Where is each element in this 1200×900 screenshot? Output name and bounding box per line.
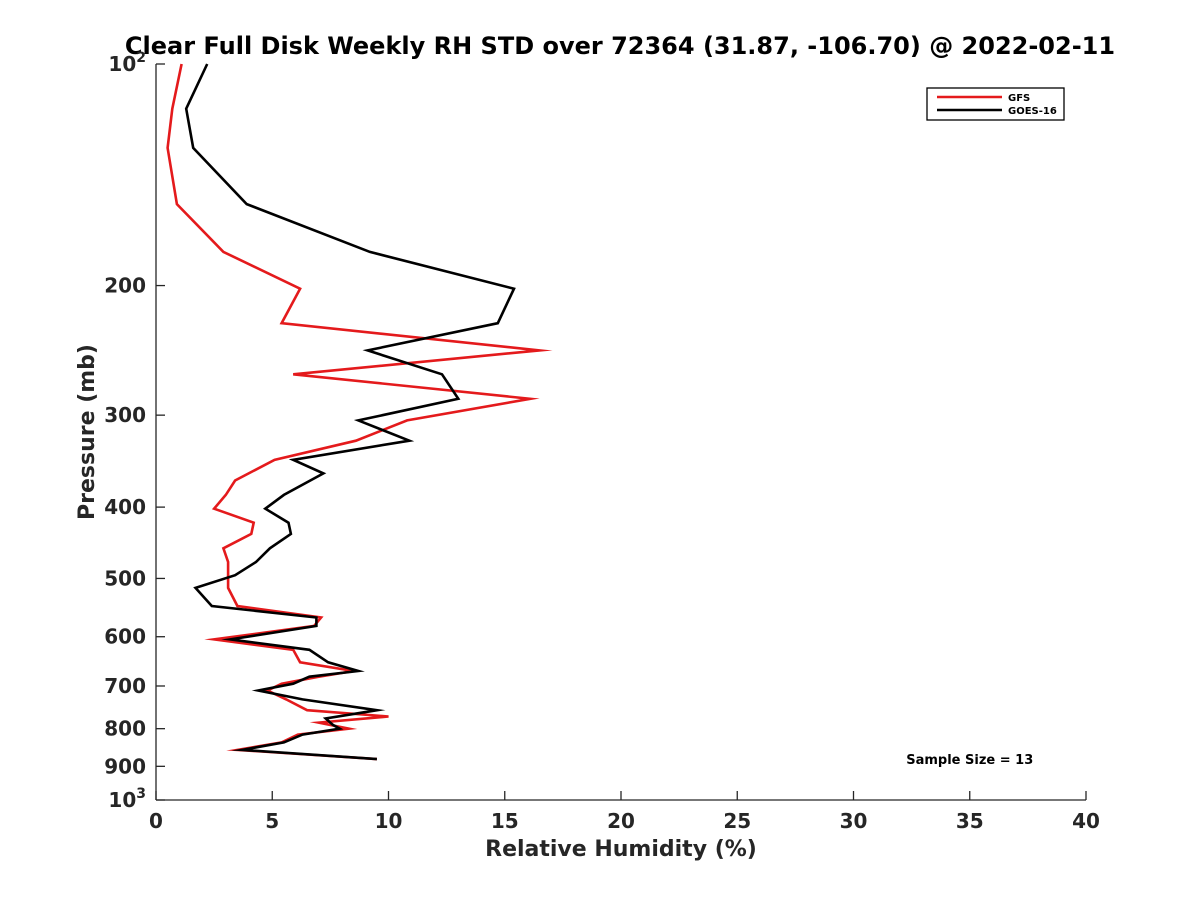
legend: GFS GOES-16 [926, 87, 1065, 121]
y-tick-label: 300 [104, 403, 146, 427]
y-tick-label: 200 [104, 274, 146, 298]
chart-title: Clear Full Disk Weekly RH STD over 72364… [125, 32, 1115, 60]
y-tick-label: 500 [104, 566, 146, 590]
y-tick-label: 102 [108, 50, 146, 76]
legend-label-goes16: GOES-16 [1008, 106, 1057, 117]
y-tick-label: 700 [104, 674, 146, 698]
x-tick-label: 25 [723, 809, 751, 833]
legend-box [926, 87, 1065, 121]
y-tick-label: 103 [108, 786, 146, 812]
x-tick-label: 30 [840, 809, 868, 833]
series-line-gfs [166, 63, 553, 761]
y-tick-label: 400 [104, 495, 146, 519]
y-tick-label: 800 [104, 717, 146, 741]
x-ticks: 0 5 10 15 20 25 30 35 40 [149, 791, 1100, 833]
y-tick-label: 600 [104, 625, 146, 649]
series-layer [166, 63, 553, 761]
sample-size-annotation: Sample Size = 13 [906, 753, 1033, 768]
x-tick-label: 10 [375, 809, 403, 833]
x-tick-label: 15 [491, 809, 519, 833]
x-axis-label: Relative Humidity (%) [485, 837, 757, 862]
series-line-goes16 [184, 63, 516, 761]
legend-label-gfs: GFS [1008, 93, 1030, 104]
x-tick-label: 35 [956, 809, 984, 833]
x-tick-label: 5 [265, 809, 279, 833]
x-tick-label: 20 [607, 809, 635, 833]
x-tick-label: 40 [1072, 809, 1100, 833]
x-tick-label: 0 [149, 809, 163, 833]
y-tick-label: 900 [104, 754, 146, 778]
y-ticks: 102 200 300 400 500 600 700 800 900 103 [104, 50, 165, 812]
y-axis-label: Pressure (mb) [75, 344, 100, 520]
